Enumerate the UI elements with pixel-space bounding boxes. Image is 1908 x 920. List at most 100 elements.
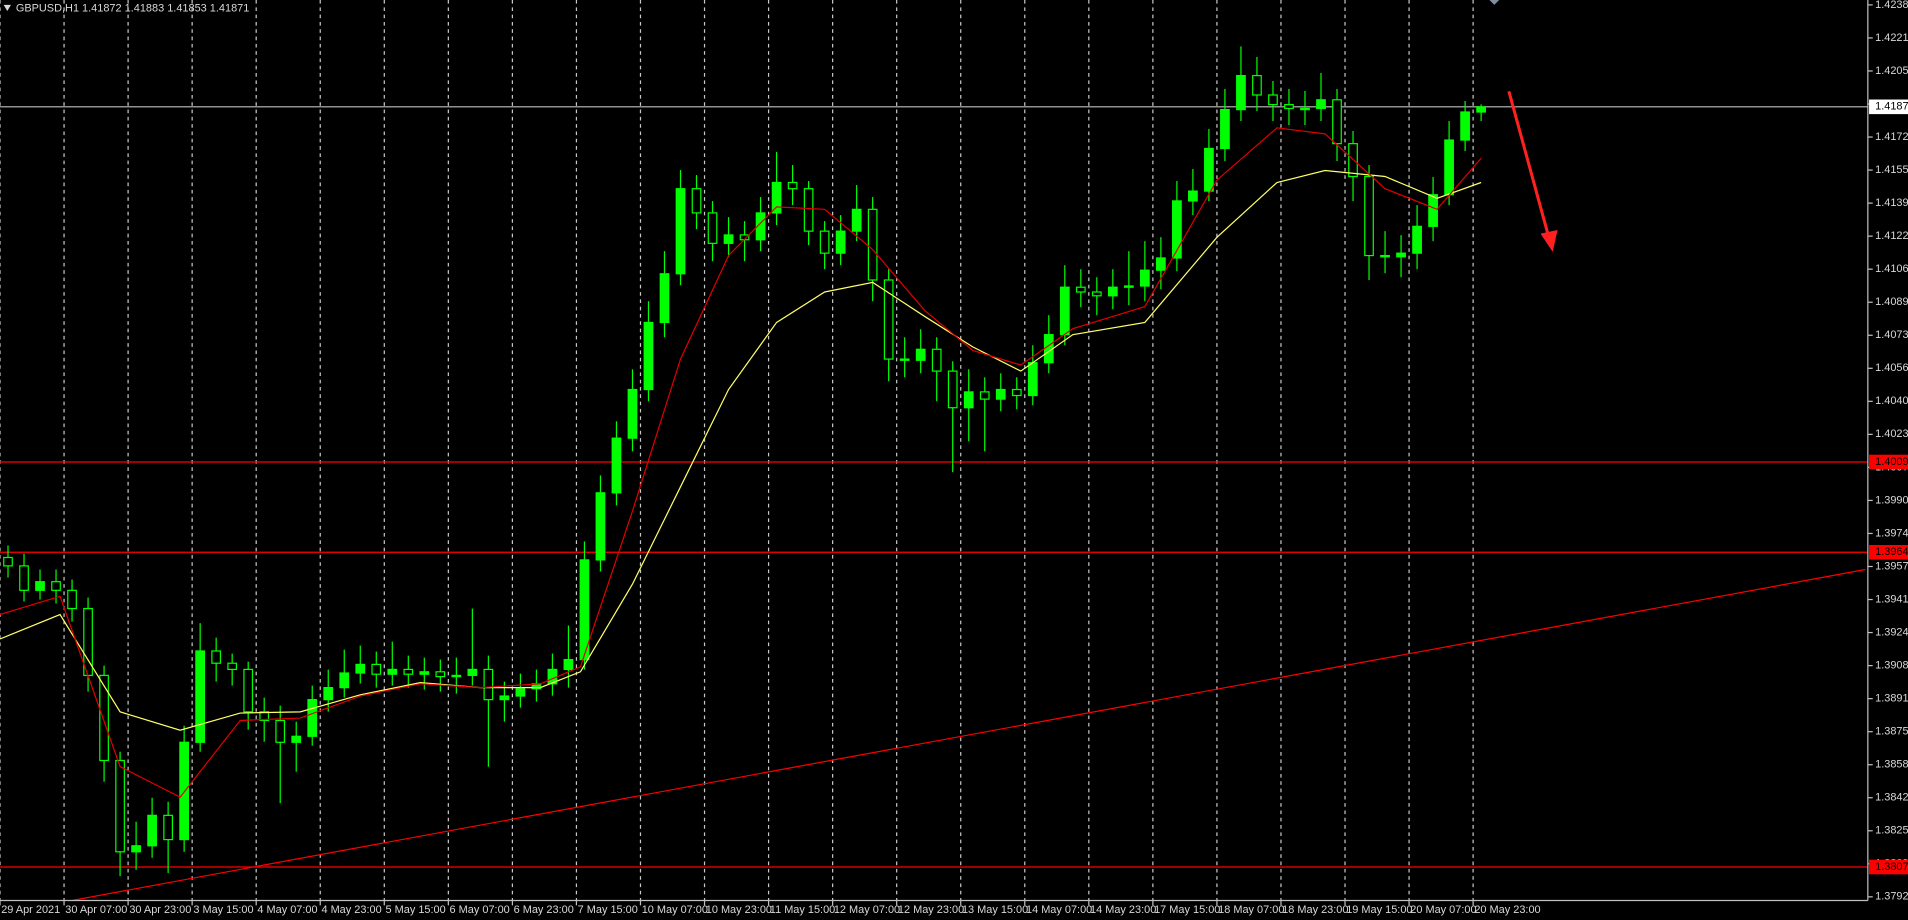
- price-label: 1.41871: [1875, 101, 1908, 113]
- candle-body: [1396, 252, 1406, 258]
- y-tick-label: 1.41060: [1875, 263, 1908, 275]
- candle-body: [691, 188, 702, 214]
- x-tick-label: 18 May 23:00: [1282, 904, 1348, 916]
- candle-body: [1236, 74, 1246, 111]
- plot-area: [0, 46, 1868, 901]
- y-tick-label: 1.40730: [1875, 329, 1908, 341]
- candle-body: [915, 348, 926, 361]
- arrow-shaft: [1507, 90, 1550, 235]
- shift-marker[interactable]: [1489, 0, 1500, 5]
- chart-title: GBPUSD,H1 1.41872 1.41883 1.41853 1.4187…: [16, 2, 250, 14]
- y-tick-label: 1.39905: [1875, 494, 1908, 506]
- candle-body: [1252, 74, 1262, 96]
- candle-body: [435, 671, 446, 678]
- candle-body: [883, 279, 894, 360]
- y-tick-label: 1.39740: [1875, 527, 1908, 539]
- y-tick-label: 1.38750: [1875, 726, 1908, 738]
- candle-body: [243, 668, 254, 713]
- candle-body: [659, 273, 670, 324]
- x-tick-label: 4 May 23:00: [321, 904, 381, 916]
- candle-body: [1364, 175, 1374, 257]
- y-tick-label: 1.37925: [1875, 891, 1908, 903]
- candle-body: [627, 388, 638, 439]
- x-tick-label: 20 May 07:00: [1410, 904, 1476, 916]
- candle-body: [899, 358, 910, 361]
- candle-body: [323, 687, 334, 701]
- x-tick-label: 4 May 07:00: [257, 904, 317, 916]
- x-tick-label: 13 May 15:00: [962, 904, 1028, 916]
- x-tick-label: 10 May 23:00: [706, 904, 772, 916]
- price-label-box: [1869, 99, 1908, 115]
- x-tick-label: 7 May 15:00: [578, 904, 638, 916]
- x-tick-label: 6 May 07:00: [450, 904, 510, 916]
- candle-body: [803, 188, 814, 232]
- candle-body: [259, 711, 270, 722]
- candle-body: [707, 212, 718, 244]
- x-tick-label: 3 May 15:00: [193, 904, 253, 916]
- candle-body: [467, 668, 478, 677]
- candle-body: [403, 668, 414, 675]
- candle-body: [51, 581, 61, 591]
- y-tick-label: 1.40235: [1875, 428, 1908, 440]
- candle-body: [787, 181, 798, 190]
- candle-body: [451, 674, 462, 678]
- x-tick-label: 18 May 07:00: [1218, 904, 1284, 916]
- candle-body: [3, 556, 13, 567]
- candle-body: [1444, 139, 1454, 196]
- candle-body: [947, 370, 958, 409]
- candle-body: [275, 719, 286, 743]
- candle-body: [1220, 109, 1230, 150]
- candle-body: [483, 668, 494, 701]
- candle-body: [99, 674, 109, 762]
- y-tick-label: 1.39080: [1875, 659, 1908, 671]
- candle-body: [1188, 190, 1198, 202]
- x-tick-label: 14 May 23:00: [1090, 904, 1156, 916]
- annotation-arrow: [1507, 90, 1558, 252]
- candle-body: [1011, 388, 1022, 397]
- candle-body: [499, 695, 510, 701]
- candle-body: [931, 348, 942, 372]
- candle-body: [1476, 106, 1486, 113]
- y-tick-label: 1.40895: [1875, 296, 1908, 308]
- candle-body: [19, 565, 29, 591]
- x-tick-label: 30 Apr 07:00: [65, 904, 127, 916]
- y-tick-label: 1.39575: [1875, 560, 1908, 572]
- price-label-box: [1869, 859, 1908, 875]
- candle-body: [755, 212, 766, 241]
- candle-body: [1316, 99, 1326, 110]
- candle-body: [163, 814, 173, 841]
- y-tick-label: 1.38585: [1875, 759, 1908, 771]
- candle-body: [771, 181, 782, 214]
- x-tick-label: 17 May 15:00: [1154, 904, 1220, 916]
- candle-body: [1172, 200, 1182, 259]
- price-label: 1.39646: [1875, 546, 1908, 558]
- candle-body: [563, 658, 574, 671]
- x-tick-label: 19 May 15:00: [1346, 904, 1412, 916]
- y-tick-label: 1.41225: [1875, 230, 1908, 242]
- price-label: 1.40097: [1875, 456, 1908, 468]
- candle-body: [611, 437, 622, 494]
- candle-body: [291, 735, 302, 743]
- candle-body: [867, 208, 878, 281]
- candle-body: [195, 650, 206, 743]
- price-label-box: [1869, 454, 1908, 470]
- x-tick-label: 5 May 15:00: [386, 904, 446, 916]
- candle-body: [227, 662, 238, 671]
- candle-body: [67, 589, 77, 610]
- candle-body: [1027, 362, 1038, 397]
- x-tick-label: 12 May 23:00: [898, 904, 964, 916]
- candle-body: [1204, 147, 1214, 192]
- candle-body: [371, 663, 382, 675]
- candle-body: [595, 492, 606, 561]
- candle-body: [179, 741, 190, 841]
- candle-body: [851, 208, 862, 232]
- y-tick-label: 1.41555: [1875, 164, 1908, 176]
- candle-body: [1460, 111, 1470, 141]
- candle-body: [1139, 269, 1150, 287]
- candle-body: [835, 230, 846, 254]
- menu-icon[interactable]: [3, 4, 11, 11]
- candle-body: [723, 234, 734, 244]
- x-tick-label: 29 Apr 2021: [1, 904, 60, 916]
